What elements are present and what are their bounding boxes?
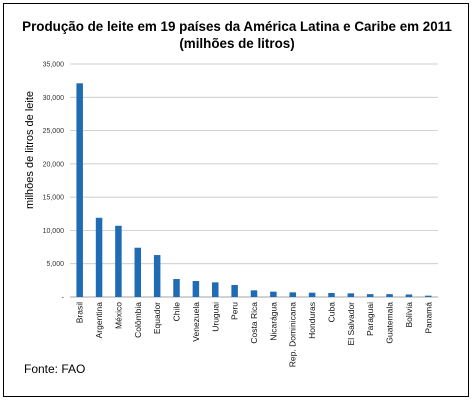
bar-brasil bbox=[76, 83, 83, 297]
bar-paraguai bbox=[366, 294, 374, 297]
source-note: Fonte: FAO bbox=[24, 362, 86, 376]
bar-nicar-gua bbox=[270, 291, 277, 297]
bar-cuba bbox=[328, 293, 335, 297]
y-tick-label: 10,000 bbox=[43, 228, 65, 235]
category-label: Chile bbox=[172, 302, 182, 322]
y-tick-labels: 35,000 30,000 25,000 20,000 15,000 10,000 5,00… bbox=[43, 62, 65, 302]
y-tick-label: 5,000 bbox=[46, 261, 64, 268]
category-label: Peru bbox=[230, 302, 240, 320]
y-tick-label: 35,000 bbox=[43, 62, 65, 69]
category-label: México bbox=[113, 302, 123, 329]
bar-chile bbox=[173, 279, 180, 297]
category-label: El Salvador bbox=[346, 302, 356, 346]
bars bbox=[76, 83, 432, 297]
category-label: Brasil bbox=[75, 302, 85, 323]
category-labels: Brasil Argentina México Colômbia Equador Chil… bbox=[75, 302, 434, 367]
category-label: Colômbia bbox=[133, 302, 143, 338]
bar-venezuela bbox=[192, 281, 200, 297]
bar-panam- bbox=[425, 295, 432, 297]
category-label: Nicarágua bbox=[268, 302, 278, 341]
bar-m-xico bbox=[115, 225, 122, 297]
category-label: Cuba bbox=[326, 302, 336, 323]
bar-peru bbox=[231, 285, 238, 297]
category-label: Honduras bbox=[307, 302, 317, 339]
category-label: Panamá bbox=[423, 302, 433, 334]
bar-rep-dominicana bbox=[289, 292, 296, 297]
bar-equador bbox=[153, 255, 161, 297]
bar-guatemala bbox=[386, 294, 393, 297]
y-axis-label: milhões de litros de leite bbox=[24, 91, 36, 209]
y-tick-label: 30,000 bbox=[43, 95, 65, 102]
bar-honduras bbox=[308, 292, 316, 297]
chart-title: Produção de leite em 19 países da Améric… bbox=[22, 19, 452, 51]
category-label: Equador bbox=[152, 302, 162, 334]
y-tick-label: 15,000 bbox=[43, 195, 65, 202]
bar-argentina bbox=[95, 217, 103, 297]
bar-uruguai bbox=[212, 282, 219, 297]
bar-costa-rica bbox=[250, 290, 258, 297]
bar-bol-via bbox=[405, 294, 413, 297]
category-label: Paraguai bbox=[365, 302, 375, 336]
y-tick-label: - bbox=[62, 295, 65, 302]
y-tick-label: 25,000 bbox=[43, 128, 65, 135]
y-tick-label: 20,000 bbox=[43, 161, 65, 168]
category-label: Venezuela bbox=[191, 302, 201, 342]
bar-el-salvador bbox=[347, 293, 355, 297]
category-label: Costa Rica bbox=[249, 302, 259, 344]
bar-col-mbia bbox=[134, 247, 142, 297]
category-label: Bolívia bbox=[404, 302, 414, 328]
gridlines bbox=[70, 63, 438, 298]
category-label: Argentina bbox=[94, 302, 104, 339]
category-label: Guatemala bbox=[385, 302, 395, 344]
category-label: Uruguai bbox=[210, 302, 220, 332]
category-label: Rep. Dominicana bbox=[288, 302, 298, 367]
